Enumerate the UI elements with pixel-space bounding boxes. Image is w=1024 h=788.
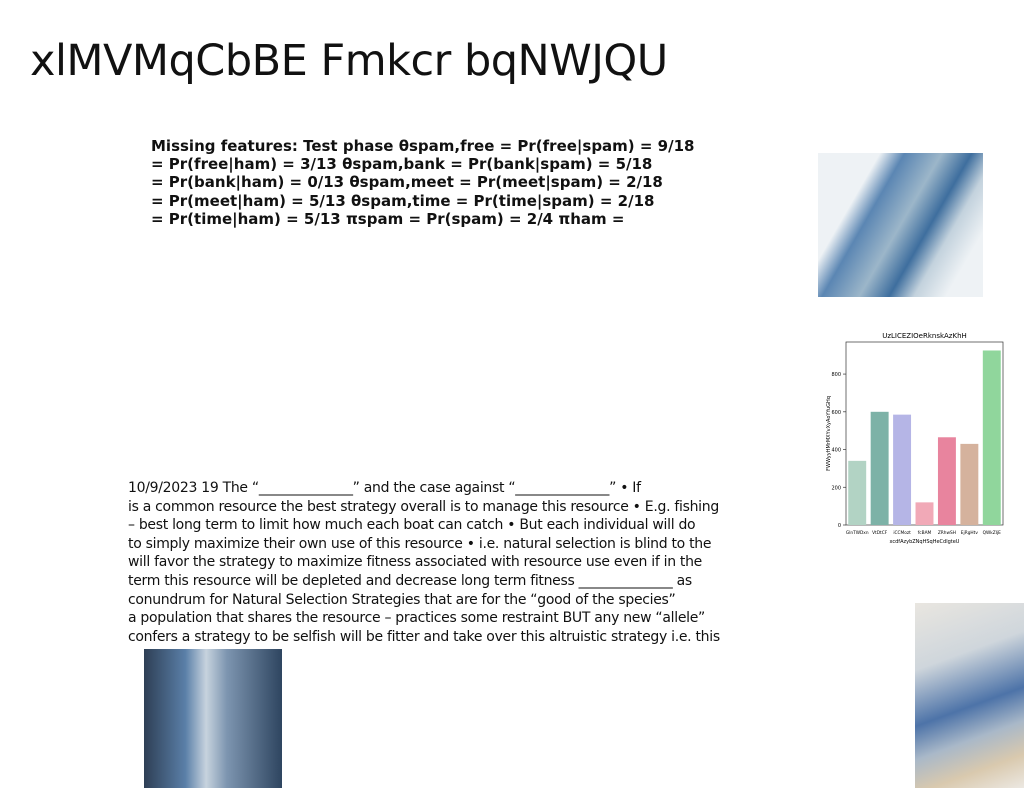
text-line: confers a strategy to be selfish will be…: [128, 628, 720, 645]
chart-title: UzLICEZIOeRknskAzKhH: [882, 332, 967, 340]
bar: [848, 460, 867, 525]
text-line: Missing features: Test phase θspam,free …: [151, 137, 695, 155]
x-tick-label: GlnTWDxn: [846, 530, 869, 536]
text-line: = Pr(time|ham) = 5/13 πspam = Pr(spam) =…: [151, 209, 625, 228]
y-axis-label: FWWyyHMrMXYvXyAoYYuGHq: [826, 396, 832, 471]
text-line: 10/9/2023 19 The “______________” and th…: [128, 480, 641, 496]
x-tick-label: QWkZIjE: [983, 530, 1002, 536]
jar-image: [818, 153, 983, 297]
bar: [870, 411, 889, 525]
stairs-image: [915, 603, 1024, 788]
y-tick-label: 600: [831, 410, 841, 416]
bar: [960, 443, 979, 525]
bar: [982, 350, 1001, 525]
text-line: conundrum for Natural Selection Strategi…: [128, 591, 676, 608]
text-line: = Pr(meet|ham) = 5/13 θspam,time = Pr(ti…: [151, 191, 655, 210]
bar: [937, 437, 956, 525]
text-line: to simply maximize their own use of this…: [128, 535, 712, 552]
slide-title: xlMVMqCbBE Fmkcr bqNWJQU: [30, 36, 668, 86]
x-tick-label: ZRhwSH: [938, 530, 956, 536]
y-tick-label: 400: [831, 448, 841, 454]
x-tick-label: EjRgHtv: [961, 530, 979, 536]
plot-frame: [845, 341, 1004, 526]
bar: [893, 414, 912, 525]
text-line: will favor the strategy to maximize fitn…: [128, 554, 702, 571]
body-text: 10/9/2023 19 The “______________” and th…: [128, 479, 720, 646]
text-line: a population that shares the resource – …: [128, 610, 705, 627]
formula-block: Missing features: Test phase θspam,free …: [151, 137, 694, 228]
text-line: term this resource will be depleted and …: [128, 572, 692, 589]
x-axis-label: xcdfAzybZNqHSqHeCdlgteU: [890, 539, 960, 545]
bar: [915, 502, 934, 525]
text-line: is a common resource the best strategy o…: [128, 498, 719, 515]
text-line: – best long term to limit how much each …: [128, 517, 696, 534]
y-tick-label: 0: [838, 523, 841, 529]
text-line: = Pr(free|ham) = 3/13 θspam,bank = Pr(ba…: [151, 155, 653, 174]
x-tick-label: VtDtCF: [872, 530, 888, 536]
y-tick-label: 200: [831, 485, 841, 491]
text-line: = Pr(bank|ham) = 0/13 θspam,meet = Pr(me…: [151, 173, 663, 192]
y-tick-label: 800: [831, 372, 841, 378]
x-tick-label: iCCMozt: [893, 530, 911, 536]
x-tick-label: fcBAM: [918, 530, 932, 536]
room-image: [144, 649, 282, 788]
